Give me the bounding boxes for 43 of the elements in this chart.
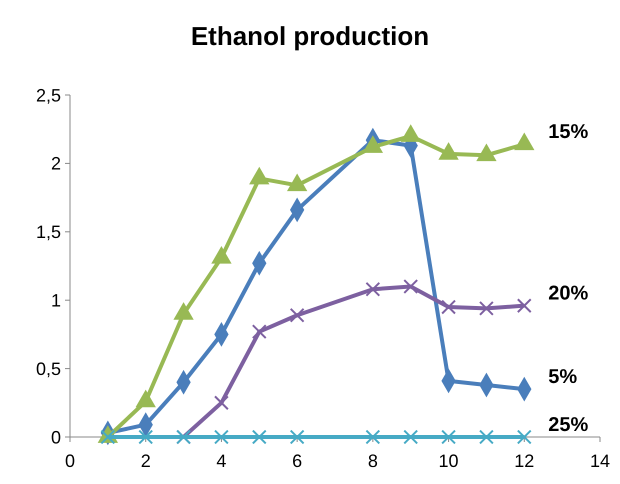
x-tick-label: 12 xyxy=(514,451,534,471)
point xyxy=(441,300,456,314)
point xyxy=(516,298,532,314)
point xyxy=(290,430,305,444)
point xyxy=(212,246,232,264)
x-tick-label: 10 xyxy=(438,451,459,471)
point xyxy=(365,282,380,297)
point xyxy=(287,174,307,192)
point xyxy=(478,300,494,316)
y-tick-label: 1 xyxy=(50,290,61,310)
y-tick-label: 2 xyxy=(50,154,61,174)
point xyxy=(478,430,494,444)
y-tick-label: 1,5 xyxy=(36,222,61,242)
point xyxy=(403,279,418,294)
point xyxy=(138,430,154,444)
point xyxy=(252,324,267,340)
point xyxy=(514,133,534,150)
series-label: 5% xyxy=(548,366,578,388)
x-tick-label: 4 xyxy=(216,451,226,471)
point xyxy=(476,144,496,162)
point xyxy=(290,308,305,323)
x-tick-label: 2 xyxy=(140,451,151,471)
point xyxy=(214,395,229,410)
point xyxy=(403,430,418,444)
x-tick-label: 8 xyxy=(368,451,378,471)
point xyxy=(441,430,456,444)
series-label: 25% xyxy=(548,414,589,436)
point xyxy=(438,142,458,160)
y-tick-label: 0,5 xyxy=(36,358,61,379)
y-tick-label: 2,5 xyxy=(36,85,61,106)
x-tick-label: 0 xyxy=(64,451,76,471)
point xyxy=(214,430,229,444)
point xyxy=(363,136,383,153)
chart-title: Ethanol production xyxy=(190,21,430,51)
point xyxy=(365,430,380,444)
x-tick-label: 14 xyxy=(590,451,610,471)
series-label: 20% xyxy=(548,282,589,305)
point xyxy=(252,430,267,444)
point xyxy=(249,167,270,184)
point xyxy=(516,430,532,444)
y-tick-label: 0 xyxy=(50,427,61,448)
series-label: 15% xyxy=(548,121,589,144)
x-tick-label: 6 xyxy=(292,451,302,471)
